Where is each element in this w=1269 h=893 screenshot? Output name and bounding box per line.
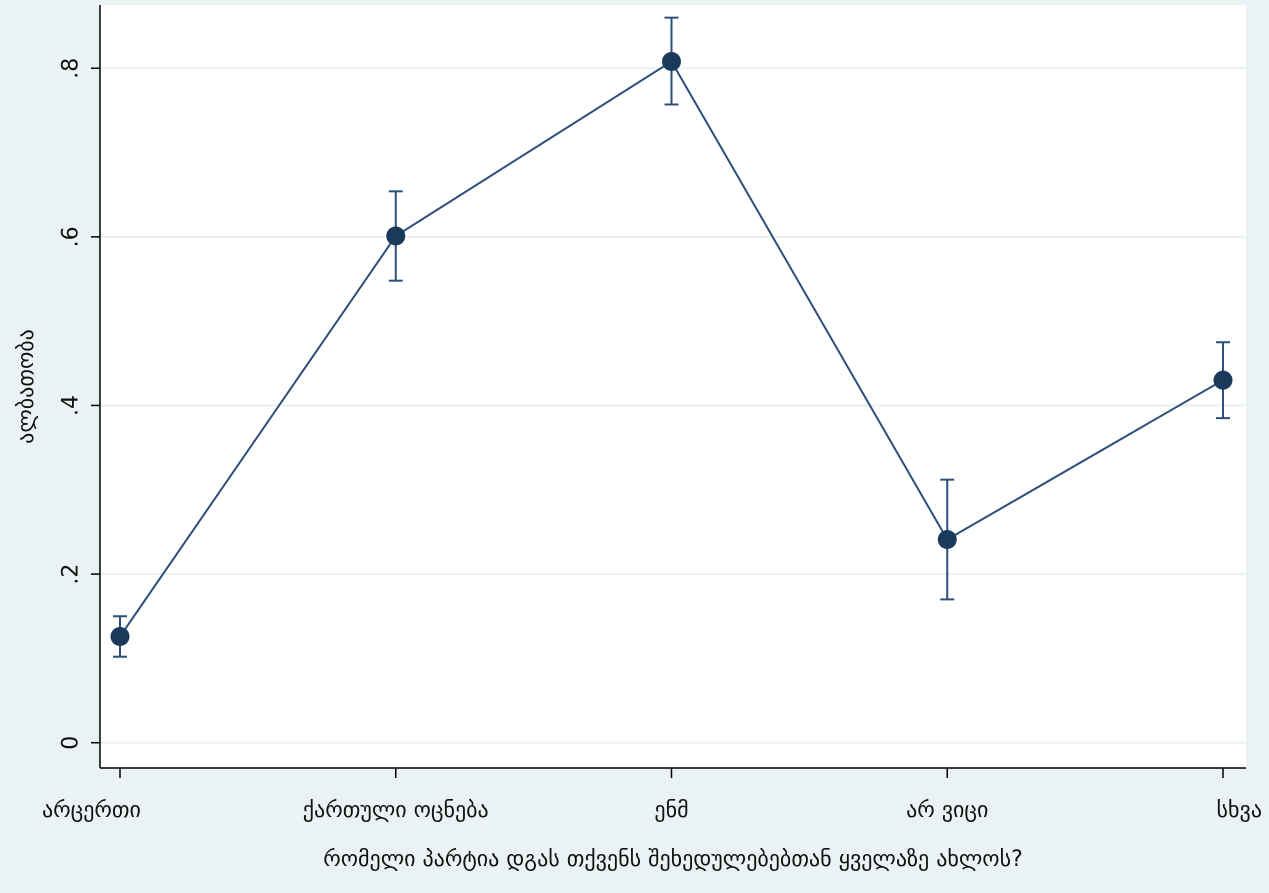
x-axis-title: რომელი პარტია დგას თქვენს შეხედულებებთან… <box>323 847 1023 872</box>
y-tick-label: 0 <box>59 736 84 750</box>
data-point <box>1213 370 1233 390</box>
axes <box>99 5 1246 769</box>
y-axis-title: ალბათობა <box>14 329 39 444</box>
x-tick-label: ქართული ოცნება <box>303 798 489 823</box>
y-tick-label: .6 <box>59 226 84 247</box>
y-tick-label: .8 <box>59 58 84 79</box>
x-tick-label: ენმ <box>654 798 688 823</box>
x-tick-label: სხვა <box>1217 798 1262 823</box>
series <box>110 16 1233 658</box>
plot-area <box>100 5 1246 768</box>
data-point <box>386 226 406 246</box>
x-tick-label: არცერთი <box>42 798 141 823</box>
x-ticks: არცერთი ქართული ოცნება ენმ არ ვიცი სხვა <box>42 768 1262 823</box>
y-tick-label: .2 <box>59 564 84 585</box>
data-point <box>110 626 130 646</box>
x-tick-label: არ ვიცი <box>906 798 988 823</box>
y-tick-label: .4 <box>59 395 84 416</box>
y-ticks: 0 .2 .4 .6 .8 <box>59 58 100 750</box>
data-point <box>937 530 957 550</box>
data-point <box>662 51 681 71</box>
